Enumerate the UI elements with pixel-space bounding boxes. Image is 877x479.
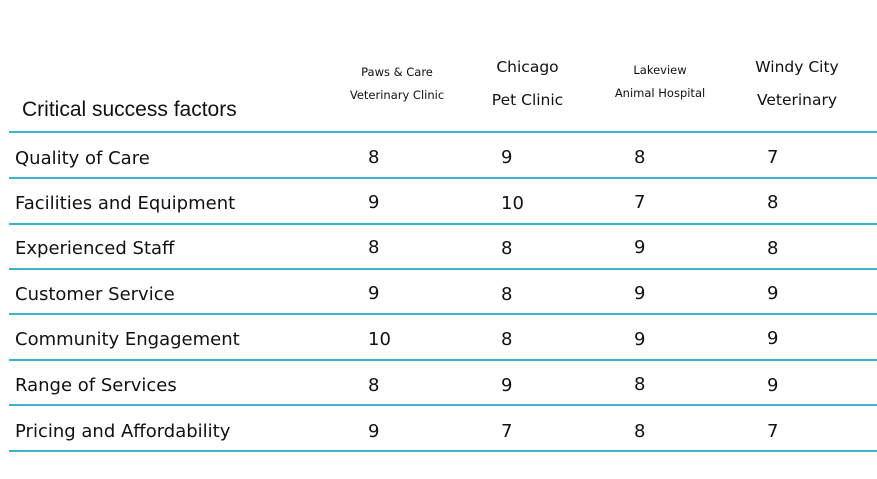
table-cell: 8 bbox=[501, 238, 513, 259]
table-cell: 8 bbox=[767, 238, 779, 259]
row-rule bbox=[9, 404, 877, 406]
row-rule bbox=[9, 313, 877, 315]
column-header-line: Lakeview bbox=[633, 63, 687, 77]
table-cell: 9 bbox=[634, 237, 646, 258]
row-rule bbox=[9, 177, 877, 179]
table-cell: 10 bbox=[501, 193, 524, 214]
column-header-line: Veterinary bbox=[756, 91, 838, 109]
table-cell: 9 bbox=[368, 283, 380, 304]
table-cell: 8 bbox=[634, 147, 646, 168]
row-rule bbox=[9, 450, 877, 452]
table-cell: 8 bbox=[634, 421, 646, 442]
table-cell: 8 bbox=[368, 237, 380, 258]
column-header-line: Chicago bbox=[496, 58, 559, 76]
table-cell: 10 bbox=[368, 329, 391, 350]
table-cell: 8 bbox=[767, 192, 779, 213]
table-cell: 9 bbox=[368, 192, 380, 213]
table-cell: 9 bbox=[767, 283, 779, 304]
row-label: Experienced Staff bbox=[15, 238, 175, 259]
table-cell: 9 bbox=[501, 375, 513, 396]
row-label: Community Engagement bbox=[15, 329, 240, 350]
column-header-lakeview: Lakeview Animal Hospital bbox=[600, 59, 720, 105]
row-label: Range of Services bbox=[15, 375, 177, 396]
column-header-line: Veterinary Clinic bbox=[349, 88, 445, 102]
table-cell: 9 bbox=[767, 328, 779, 349]
table-cell: 7 bbox=[767, 147, 779, 168]
row-rule bbox=[9, 268, 877, 270]
table-cell: 9 bbox=[767, 375, 779, 396]
table-cell: 9 bbox=[368, 421, 380, 442]
column-header-line: Windy City bbox=[755, 58, 839, 76]
table-cell: 7 bbox=[501, 421, 513, 442]
table-cell: 9 bbox=[634, 283, 646, 304]
table-cell: 8 bbox=[501, 284, 513, 305]
table-cell: 8 bbox=[501, 329, 513, 350]
column-header-paws-care: Paws & Care Veterinary Clinic bbox=[337, 61, 457, 107]
column-header-line: Paws & Care bbox=[361, 65, 433, 79]
table-cell: 9 bbox=[501, 147, 513, 168]
row-rule bbox=[9, 359, 877, 361]
table-cell: 7 bbox=[634, 192, 646, 213]
table-cell: 8 bbox=[368, 147, 380, 168]
column-header-line: Animal Hospital bbox=[614, 86, 706, 100]
table-cell: 7 bbox=[767, 421, 779, 442]
table-cell: 9 bbox=[634, 329, 646, 350]
table-cell: 8 bbox=[368, 375, 380, 396]
row-label: Customer Service bbox=[15, 284, 175, 305]
row-label: Pricing and Affordability bbox=[15, 421, 231, 442]
header-rule bbox=[9, 131, 877, 133]
row-rule bbox=[9, 223, 877, 225]
table-cell: 8 bbox=[634, 374, 646, 395]
row-label: Facilities and Equipment bbox=[15, 193, 236, 214]
column-header-line: Pet Clinic bbox=[491, 91, 564, 109]
row-label: Quality of Care bbox=[15, 148, 150, 169]
column-header-chicago: Chicago Pet Clinic bbox=[470, 56, 585, 111]
column-header-windy-city: Windy City Veterinary bbox=[737, 56, 857, 111]
table-title: Critical success factors bbox=[22, 98, 237, 121]
